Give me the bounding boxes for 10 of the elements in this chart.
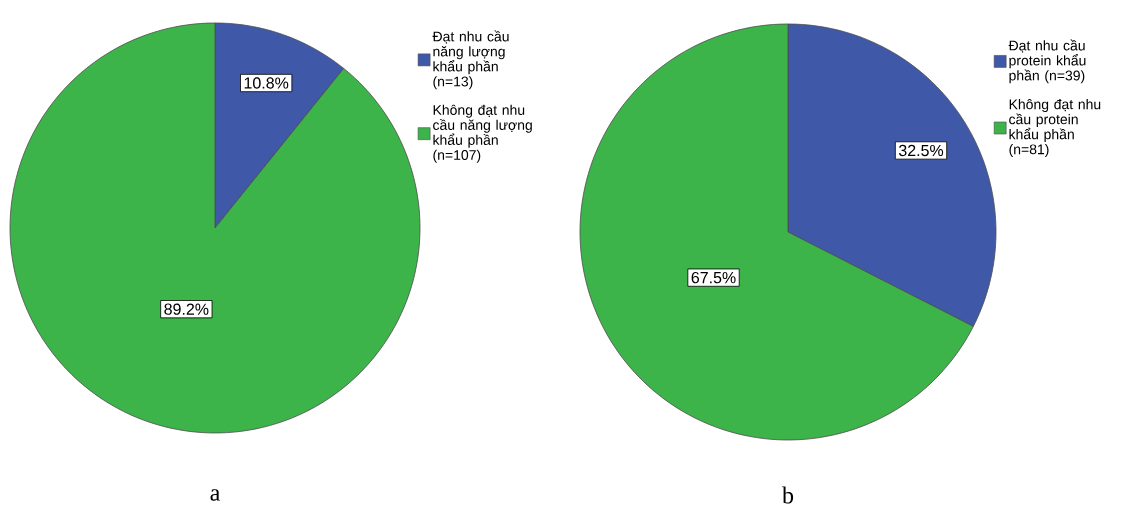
legend-label: Không đạt nhu cầu protein khẩu phần (n=81) [1009, 98, 1101, 158]
data-label: 10.8% [244, 77, 289, 89]
data-label: 32.5% [898, 144, 944, 157]
data-label: 67.5% [691, 271, 736, 284]
legend-label: Đạt nhu cầu protein khẩu phần (n=39) [1008, 39, 1086, 84]
data-label: 89.2% [164, 303, 209, 315]
legend-label: Đạt nhu cầu năng lượng khẩu phần (n=13) [432, 30, 509, 90]
legend-label: Không đạt nhu cầu năng lượng khẩu phần (n=107) [433, 104, 532, 163]
text: a [210, 489, 220, 501]
text: b [782, 486, 794, 504]
